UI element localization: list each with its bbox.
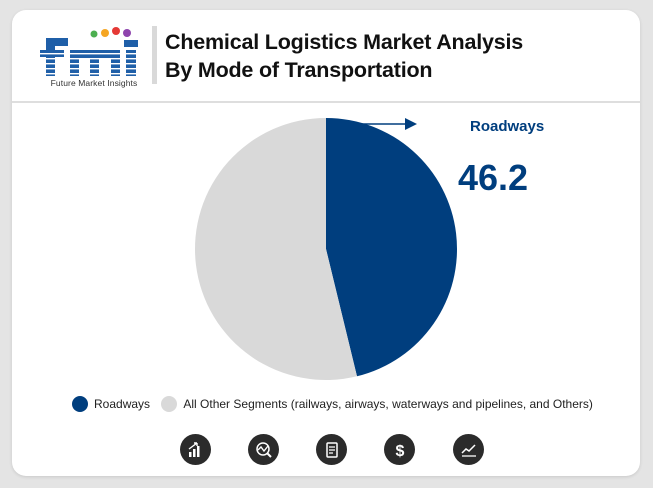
annotation-value: 46.2 [458,157,528,198]
title-line-2: By Mode of Transportation [165,58,433,82]
report-document-icon[interactable] [316,434,347,465]
trend-analysis-icon[interactable] [248,434,279,465]
legend-swatch-roadways [72,396,88,412]
legend-item-others: All Other Segments (railways, airways, w… [161,396,593,412]
svg-text:$: $ [395,443,404,459]
logo-tagline: Future Market Insights [50,78,138,88]
chart-title: Chemical Logistics Market Analysis By Mo… [165,28,625,84]
title-divider [152,26,157,84]
line-chart-icon[interactable] [453,434,484,465]
chart-card: Future Market Insights Chemical Logistic… [12,10,640,476]
footer-icon-bar: $ [12,434,640,466]
growth-chart-icon[interactable] [180,434,211,465]
legend-label-roadways: Roadways [94,397,151,411]
legend-item-roadways: Roadways [72,396,150,412]
pie-slice-others [194,118,357,380]
legend-swatch-others [161,396,178,412]
title-line-1: Chemical Logistics Market Analysis [165,30,524,54]
legend-label-others: All Other Segments (railways, airways, w… [183,397,593,411]
annotation-label: Roadways [470,118,544,135]
pie-slice-roadways [326,118,457,377]
dollar-icon[interactable]: $ [384,434,415,465]
header-rule [12,101,640,103]
pie-chart: Roadways 46.2 [194,118,544,380]
fmi-logo: Future Market Insights [38,24,150,96]
chart-legend: Roadways All Other Segments (railways, a… [72,396,632,415]
